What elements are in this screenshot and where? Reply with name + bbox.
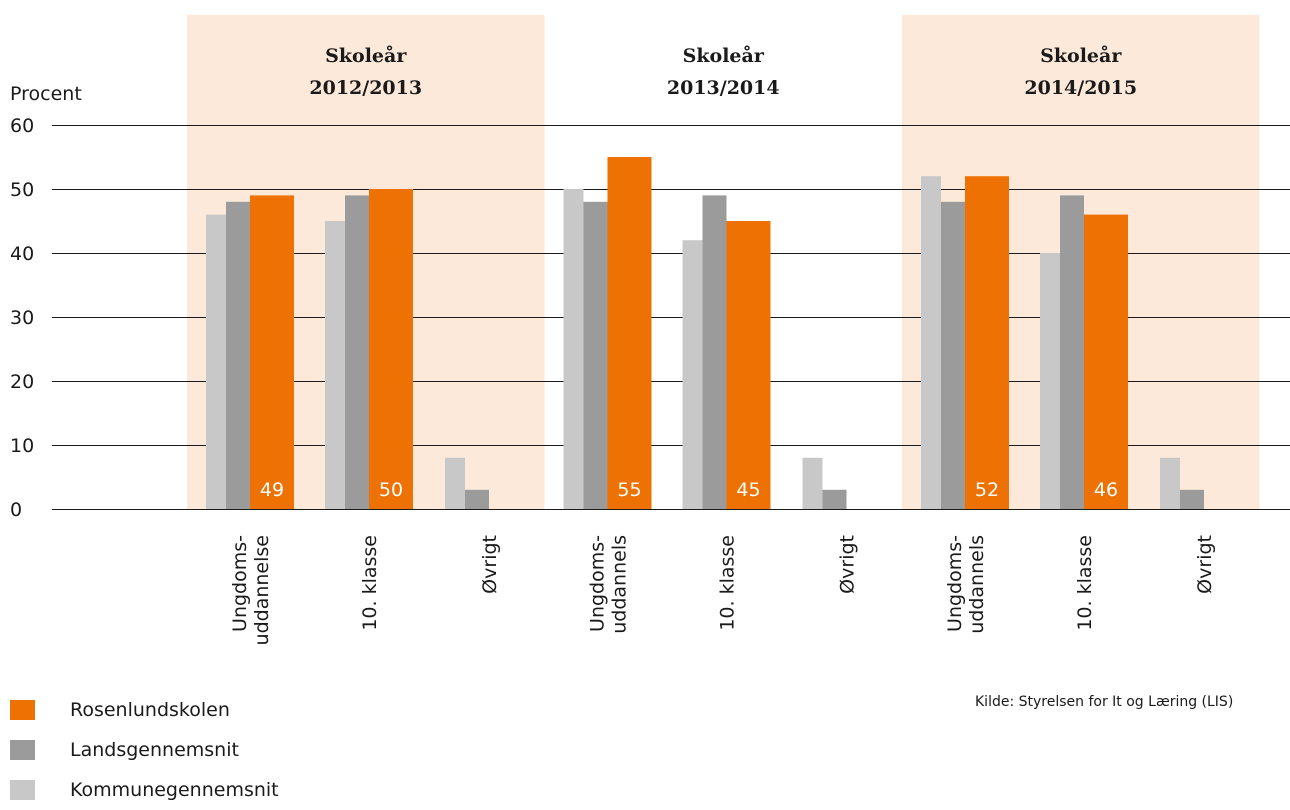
bar-lands bbox=[941, 201, 965, 510]
bar-lands bbox=[1180, 489, 1204, 509]
y-tick-label: 10 bbox=[10, 435, 34, 457]
x-tick-label: Øvrigt bbox=[1194, 535, 1216, 594]
x-tick-label: Øvrigt bbox=[837, 535, 859, 594]
x-tick-label: Ungdoms- bbox=[944, 535, 966, 632]
data-label: 49 bbox=[260, 479, 284, 501]
bar-kommune bbox=[802, 457, 823, 509]
x-tick-label: Øvrigt bbox=[479, 535, 501, 594]
group-subtitle: 2012/2013 bbox=[309, 77, 422, 99]
legend-item-landsgennemsnit: Landsgennemsnit bbox=[10, 730, 279, 770]
y-tick-label: 60 bbox=[10, 115, 34, 137]
x-tick-label: uddannels bbox=[966, 535, 988, 634]
bar-kommune bbox=[921, 176, 941, 509]
y-tick-label: 20 bbox=[10, 371, 34, 393]
legend-swatch-landsgennemsnit bbox=[10, 740, 35, 760]
group-title: Skoleår bbox=[1040, 44, 1122, 67]
x-tick-label: uddannels bbox=[609, 535, 631, 634]
bar-rosen bbox=[1084, 214, 1128, 509]
legend-label-rosenlundskolen: Rosenlundskolen bbox=[70, 699, 230, 721]
bar-lands bbox=[1060, 195, 1084, 509]
bar-rosen bbox=[369, 189, 413, 509]
bar-kommune bbox=[682, 240, 703, 509]
labels: Skoleår 2012/2013 Skoleår 2013/2014 Skoleår 2… bbox=[10, 44, 1216, 645]
group-title: Skoleår bbox=[325, 44, 407, 67]
x-tick-label: uddannelse bbox=[251, 535, 273, 645]
bars bbox=[206, 157, 1204, 510]
group-subtitle: 2014/2015 bbox=[1024, 77, 1137, 99]
bar-lands bbox=[226, 201, 250, 510]
x-tick-label: Ungdoms- bbox=[587, 535, 609, 632]
group-subtitle: 2013/2014 bbox=[667, 77, 780, 99]
y-axis-label: Procent bbox=[10, 83, 82, 105]
legend-item-kommunegennemsnit: Kommunegennemsnit bbox=[10, 770, 279, 810]
bar-lands bbox=[465, 489, 489, 509]
bar-lands bbox=[345, 195, 369, 509]
bar-kommune bbox=[563, 189, 584, 509]
bar-rosen bbox=[607, 157, 652, 509]
x-tick-label: 10. klasse bbox=[717, 535, 739, 631]
data-label: 52 bbox=[975, 479, 999, 501]
x-tick-label: 10. klasse bbox=[359, 535, 381, 631]
bar-kommune bbox=[206, 214, 226, 509]
bar-kommune bbox=[445, 457, 465, 509]
bar-lands bbox=[702, 195, 727, 509]
bar-kommune bbox=[325, 221, 345, 509]
y-tick-label: 30 bbox=[10, 307, 34, 329]
bar-rosen bbox=[726, 221, 771, 509]
x-tick-label: 10. klasse bbox=[1074, 535, 1096, 631]
y-tick-label: 50 bbox=[10, 179, 34, 201]
legend-swatch-rosenlundskolen bbox=[10, 700, 35, 720]
bar-lands bbox=[583, 201, 608, 510]
source-note: Kilde: Styrelsen for It og Læring (LIS) bbox=[975, 694, 1234, 710]
data-label: 55 bbox=[617, 479, 641, 501]
data-label: 45 bbox=[736, 479, 760, 501]
y-tick-label: 0 bbox=[10, 499, 22, 521]
bar-kommune bbox=[1040, 253, 1060, 509]
data-label: 50 bbox=[379, 479, 403, 501]
bar-lands bbox=[822, 489, 847, 509]
bar-rosen bbox=[965, 176, 1009, 509]
bar-rosen bbox=[250, 195, 294, 509]
legend-swatch-kommunegennemsnit bbox=[10, 780, 35, 800]
y-tick-label: 40 bbox=[10, 243, 34, 265]
group-title: Skoleår bbox=[683, 44, 765, 67]
legend-label-kommunegennemsnit: Kommunegennemsnit bbox=[70, 779, 279, 801]
legend-item-rosenlundskolen: Rosenlundskolen bbox=[10, 690, 279, 730]
x-tick-label: Ungdoms- bbox=[229, 535, 251, 632]
bar-kommune bbox=[1160, 457, 1180, 509]
legend: Rosenlundskolen Landsgennemsnit Kommuneg… bbox=[10, 690, 279, 810]
legend-label-landsgennemsnit: Landsgennemsnit bbox=[70, 739, 239, 761]
data-label: 46 bbox=[1094, 479, 1118, 501]
